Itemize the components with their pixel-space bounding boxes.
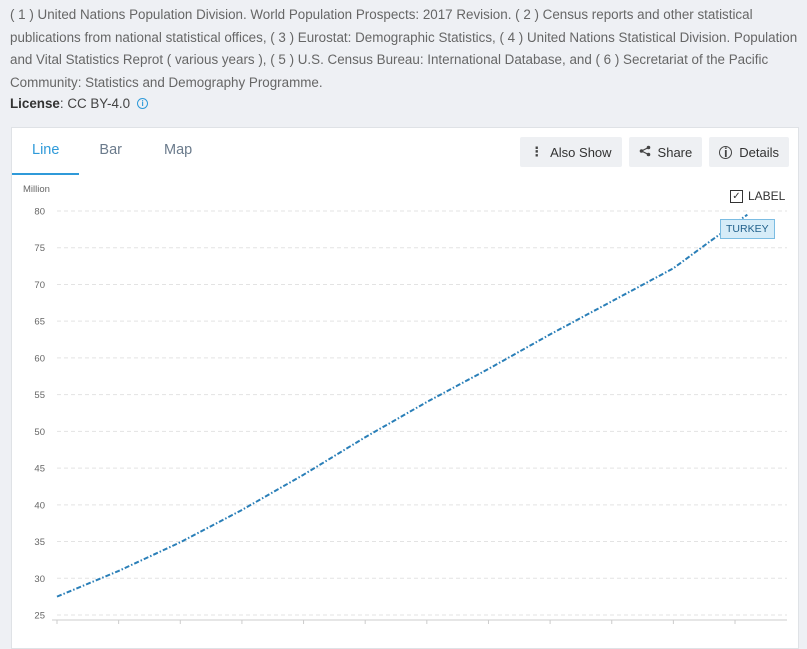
- chart-tabs: Line Bar Map: [12, 128, 212, 175]
- info-icon[interactable]: i: [137, 98, 149, 109]
- y-tick-label: 40: [34, 500, 45, 511]
- y-tick-label: 70: [34, 280, 45, 291]
- share-label: Share: [657, 144, 693, 160]
- y-tick-label: 45: [34, 464, 45, 475]
- y-tick-label: 30: [34, 574, 45, 585]
- info-circle-icon: i: [719, 145, 733, 159]
- tab-map[interactable]: Map: [164, 142, 193, 158]
- y-tick-label: 80: [34, 207, 45, 218]
- series-line: [56, 213, 748, 598]
- license-label: License: [10, 96, 60, 111]
- details-label: Details: [739, 144, 779, 160]
- more-vertical-icon: ⋮: [530, 144, 544, 159]
- y-tick-label: 55: [34, 390, 45, 401]
- also-show-label: Also Show: [550, 144, 612, 160]
- series-label-tag: TURKEY: [720, 219, 775, 239]
- share-icon: [639, 145, 651, 160]
- license-value: : CC BY-4.0: [59, 96, 131, 111]
- label-checkbox[interactable]: ✓: [730, 189, 743, 203]
- y-tick-label: 60: [34, 353, 45, 364]
- line-chart: Million253035404550556065707580196019651…: [23, 184, 787, 624]
- share-button[interactable]: Share: [628, 137, 703, 167]
- label-toggle-text: LABEL: [748, 189, 786, 203]
- label-toggle[interactable]: ✓ LABEL: [730, 189, 785, 203]
- license-line: License : CC BY-4.0 i: [10, 96, 149, 111]
- y-tick-label: 25: [34, 611, 45, 622]
- chart-toolbar: ⋮ Also Show Share i Details: [520, 137, 789, 167]
- tab-bar[interactable]: Bar: [99, 142, 122, 158]
- data-sources-text: ( 1 ) United Nations Population Division…: [10, 7, 798, 90]
- y-tick-label: 65: [34, 317, 45, 328]
- details-button[interactable]: i Details: [709, 137, 789, 167]
- tab-line[interactable]: Line: [12, 128, 80, 175]
- also-show-button[interactable]: ⋮ Also Show: [520, 137, 622, 167]
- y-tick-label: 50: [34, 427, 45, 438]
- chart-card: Line Bar Map ⋮ Also Show Share i Details: [11, 127, 799, 649]
- y-tick-label: 35: [34, 537, 45, 548]
- y-axis-unit-label: Million: [23, 184, 50, 195]
- y-tick-label: 75: [34, 243, 45, 254]
